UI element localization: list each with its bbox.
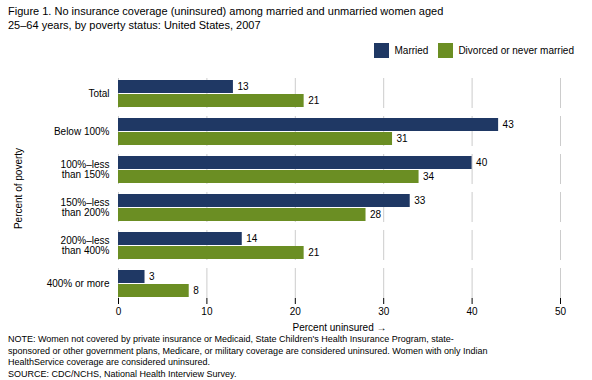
- svg-text:10: 10: [201, 306, 213, 317]
- svg-text:21: 21: [308, 247, 320, 258]
- svg-text:40: 40: [467, 306, 479, 317]
- svg-text:43: 43: [503, 119, 515, 130]
- html-text:Figure 1. No insurance coverag: Figure 1. No insurance coverage (uninsur…: [8, 5, 444, 17]
- html-text:sponsored or other government: sponsored or other government plans, Med…: [8, 345, 488, 356]
- svg-text:400% or more: 400% or more: [47, 278, 110, 289]
- svg-text:8: 8: [193, 285, 199, 296]
- html-text:Married: Married: [394, 45, 429, 56]
- svg-text:Total: Total: [88, 88, 109, 99]
- svg-text:Below 100%: Below 100%: [54, 126, 110, 137]
- html-text:Divorced or never married: Divorced or never married: [458, 45, 574, 56]
- svg-text:3: 3: [149, 271, 155, 282]
- svg-text:33: 33: [414, 195, 426, 206]
- svg-text:30: 30: [378, 306, 390, 317]
- html-text:25–64 years, by poverty status: 25–64 years, by poverty status: United S…: [8, 19, 261, 31]
- html-text:HealthService coverage are con: HealthService coverage are considered un…: [8, 357, 211, 367]
- svg-text:40: 40: [476, 157, 488, 168]
- html-text:NOTE: Women not covered by pri: NOTE: Women not covered by private insur…: [8, 334, 454, 344]
- html-text:SOURCE: CDC/NCHS, National Hea: SOURCE: CDC/NCHS, National Health Interv…: [8, 368, 237, 379]
- svg-text:21: 21: [308, 95, 320, 106]
- svg-text:34: 34: [423, 171, 435, 182]
- svg-text:28: 28: [370, 209, 382, 220]
- svg-text:31: 31: [397, 133, 409, 144]
- svg-text:Percent uninsured →: Percent uninsured →: [293, 322, 387, 333]
- svg-text:100%–lessthan 150%: 100%–lessthan 150%: [61, 159, 110, 180]
- svg-text:20: 20: [290, 306, 302, 317]
- svg-text:14: 14: [246, 233, 258, 244]
- svg-text:Percent of poverty: Percent of poverty: [13, 148, 24, 229]
- svg-text:50: 50: [555, 306, 567, 317]
- svg-text:200%–lessthan 400%: 200%–lessthan 400%: [61, 235, 110, 256]
- svg-text:0: 0: [116, 306, 122, 317]
- svg-text:150%–lessthan 200%: 150%–lessthan 200%: [61, 197, 110, 218]
- svg-text:13: 13: [237, 81, 249, 92]
